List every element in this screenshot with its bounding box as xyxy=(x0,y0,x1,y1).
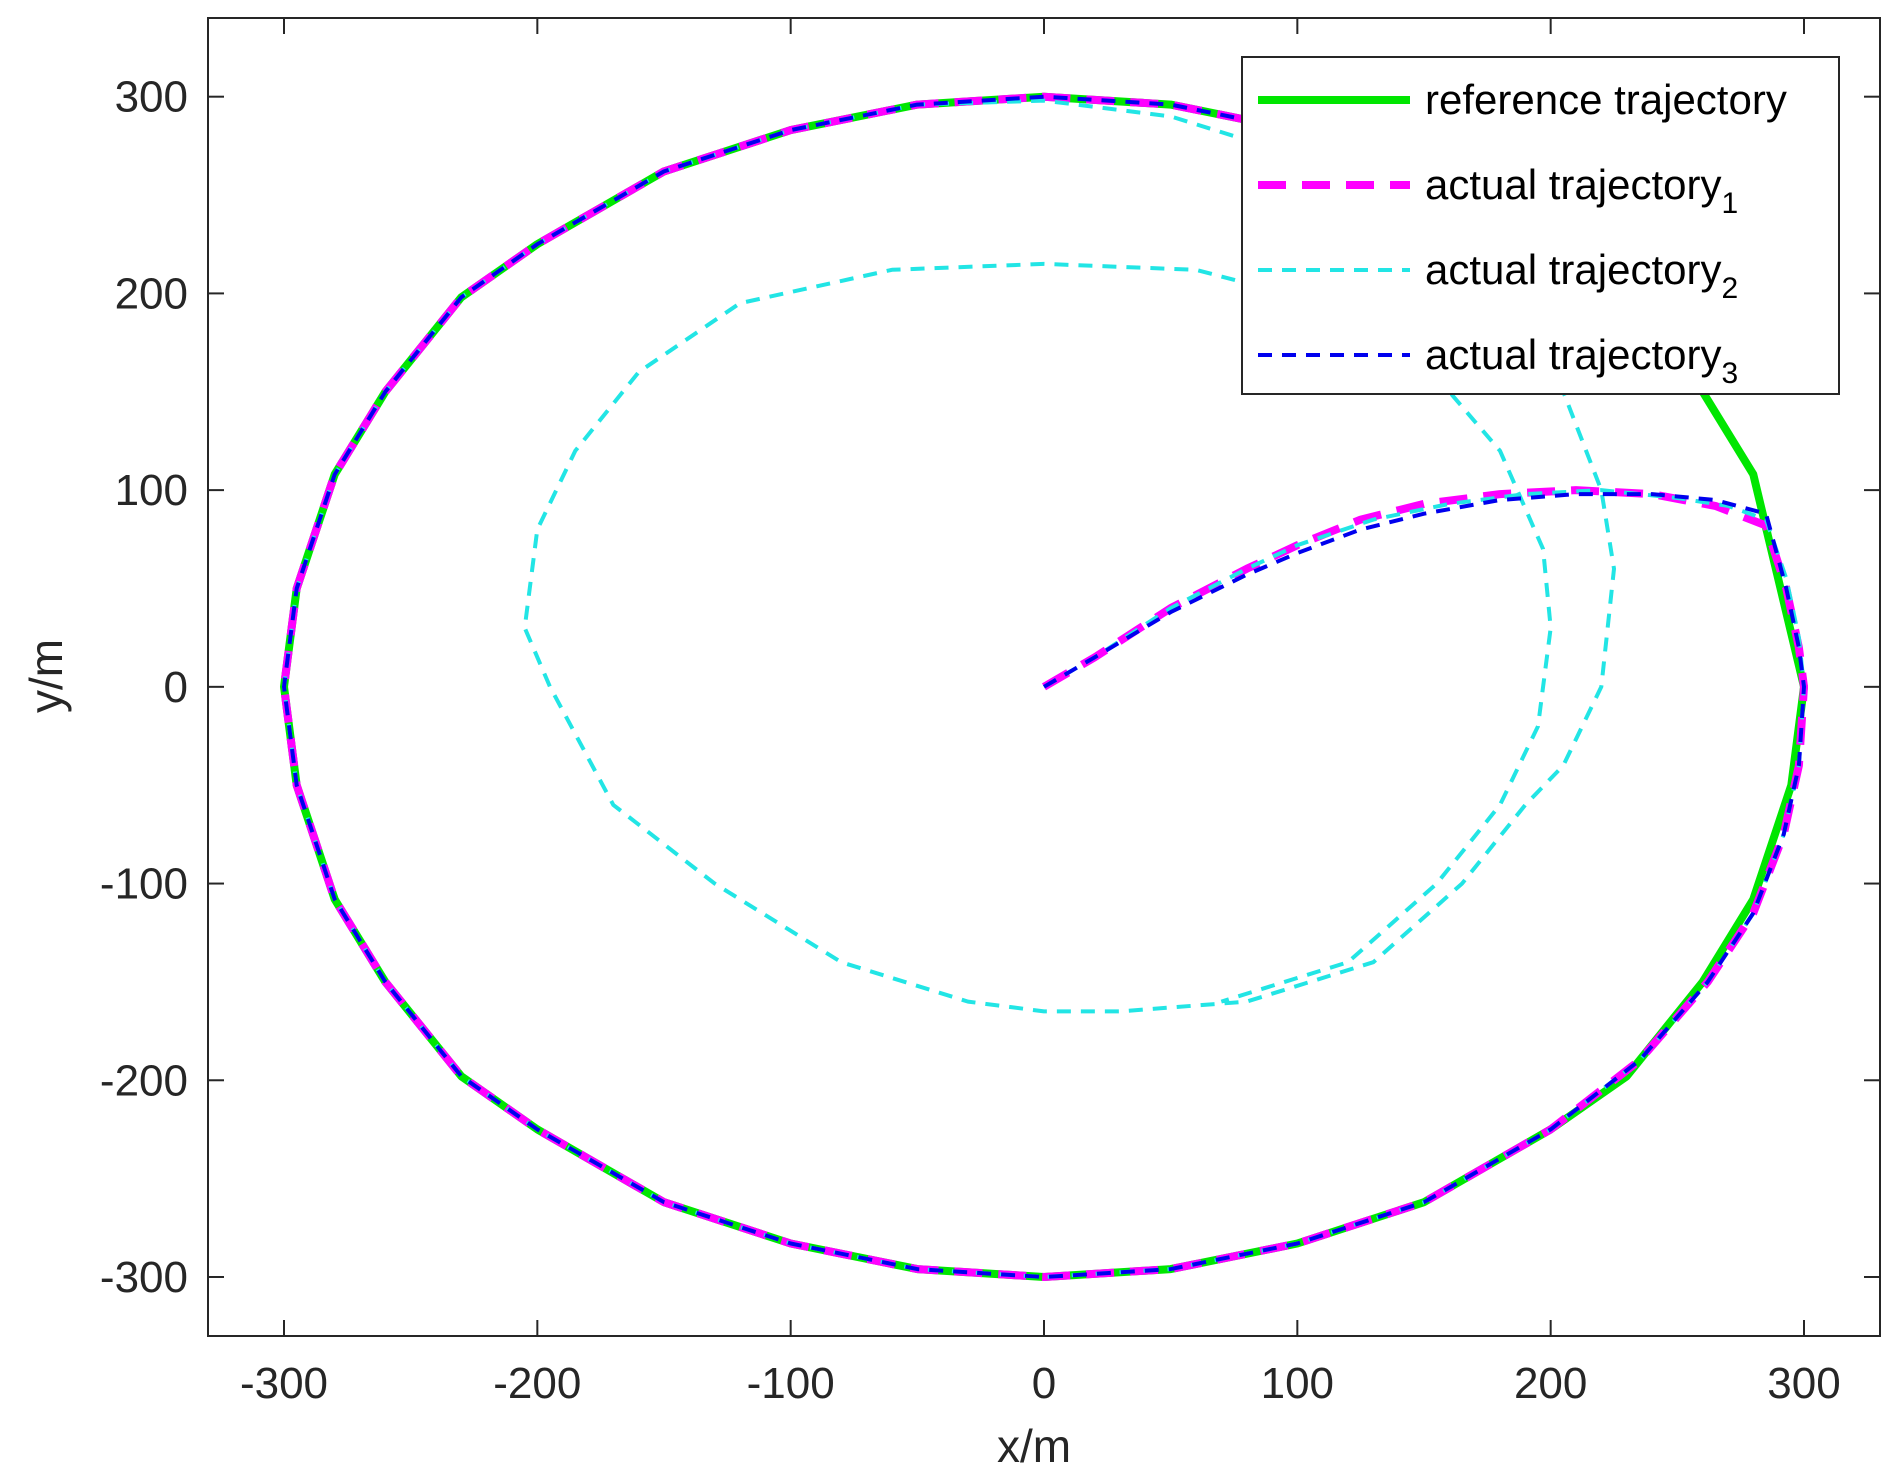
x-tick-label: -300 xyxy=(240,1359,328,1408)
y-tick-label: 0 xyxy=(164,663,188,712)
x-tick-label: 300 xyxy=(1767,1359,1840,1408)
series-line-3 xyxy=(282,98,1806,1279)
x-tick-label: 0 xyxy=(1032,1359,1056,1408)
y-tick-label: 300 xyxy=(115,73,188,122)
x-tick-label: -200 xyxy=(493,1359,581,1408)
legend-label-4: actual trajectory3 xyxy=(1425,331,1738,390)
y-tick-label: -300 xyxy=(100,1253,188,1302)
legend-label-3: actual trajectory2 xyxy=(1425,246,1738,305)
y-tick-label: -100 xyxy=(100,860,188,909)
x-axis-ticks: -300 -200 -100 0 100 200 300 xyxy=(240,18,1841,1408)
legend-label-2: actual trajectory1 xyxy=(1425,161,1738,220)
legend-label-1: reference trajectory xyxy=(1425,76,1787,123)
y-axis-label: y/m xyxy=(20,639,72,713)
legend-items: reference trajectory actual trajectory1 ac… xyxy=(1258,76,1787,390)
y-tick-label: 100 xyxy=(115,466,188,515)
y-tick-label: 200 xyxy=(115,269,188,318)
legend-box xyxy=(1241,56,1840,395)
x-tick-label: 100 xyxy=(1261,1359,1334,1408)
y-tick-label: -200 xyxy=(100,1056,188,1105)
series-line-4 xyxy=(282,94,1806,1279)
series-line-2 xyxy=(280,92,1808,1281)
x-axis-label: x/m xyxy=(997,1420,1071,1472)
y-axis-ticks: -300 -200 -100 0 100 200 300 xyxy=(100,73,1880,1302)
x-tick-label: 200 xyxy=(1514,1359,1587,1408)
legend: reference trajectory actual trajectory1 ac… xyxy=(1241,56,1840,395)
x-tick-label: -100 xyxy=(747,1359,835,1408)
